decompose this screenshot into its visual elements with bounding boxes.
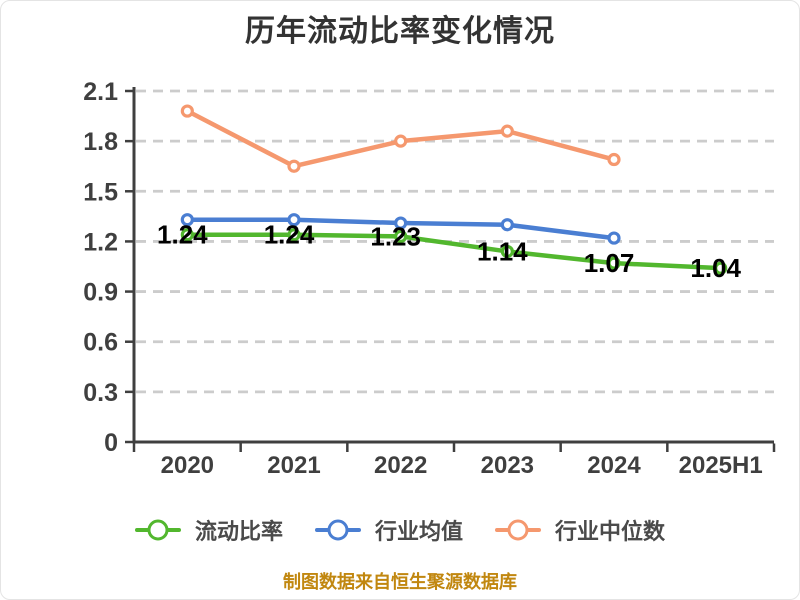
data-point-marker [500, 124, 514, 138]
legend-item-2[interactable]: 行业均值 [314, 514, 463, 546]
legend-item-1[interactable]: 流动比率 [134, 514, 283, 546]
data-point-marker [394, 229, 408, 244]
x-axis-tick-label: 2020 [161, 452, 214, 479]
data-point-marker [394, 134, 408, 148]
y-axis-tick-label: 0.9 [83, 279, 118, 307]
data-point-marker [500, 218, 514, 232]
legend-marker-icon [314, 519, 361, 541]
legend-marker-icon [495, 519, 541, 541]
legend-item-label: 行业均值 [374, 519, 463, 544]
legend-item-label: 行业中位数 [555, 519, 666, 544]
legend: 流动比率 行业均值 行业中位数 [1, 514, 799, 546]
data-point-marker [287, 159, 301, 173]
data-label: 1.24 [157, 220, 208, 250]
y-axis-tick-label: 1.8 [83, 128, 118, 156]
legend-marker-icon [134, 519, 181, 541]
data-point-marker [394, 216, 408, 230]
data-label: 1.23 [370, 221, 421, 251]
chart-title: 历年流动比率变化情况 [245, 15, 555, 48]
data-point-marker [607, 256, 621, 270]
x-axis-tick-label: 2022 [374, 452, 427, 479]
x-axis-tick-label: 2021 [267, 452, 320, 479]
x-axis-tick-label: 2024 [587, 452, 641, 479]
y-axis-tick-label: 0 [104, 429, 118, 457]
y-axis-tick-label: 0.6 [83, 329, 118, 357]
data-point-marker [180, 213, 194, 227]
y-axis-tick-label: 2.1 [83, 78, 118, 106]
plot-area: 0 0.3 0.6 0.9 1.2 1.5 1.8 2.1 2020 2021 2022 2023 20… [83, 78, 776, 479]
data-point-marker [287, 213, 301, 227]
legend-item-label: 流动比率 [194, 519, 283, 544]
y-axis-tick-label: 1.5 [83, 178, 118, 206]
x-axis-tick-label: 2025H1 [679, 452, 763, 479]
data-point-marker [607, 231, 621, 245]
series-line-流动比率 [185, 232, 723, 271]
legend-item-3[interactable]: 行业中位数 [495, 514, 665, 546]
legend-dot-icon [507, 519, 529, 541]
legend-dot-icon [147, 519, 169, 541]
data-point-marker [500, 244, 514, 259]
y-axis-tick-label: 0.3 [83, 379, 118, 407]
data-label: 1.07 [584, 248, 635, 278]
data-point-marker [180, 228, 194, 242]
x-axis-tick-label: 2023 [481, 452, 534, 479]
legend-dot-icon [327, 519, 349, 541]
data-label: 1.04 [690, 253, 741, 283]
y-axis-tick-label: 1.2 [83, 228, 118, 256]
data-label: 1.24 [264, 220, 315, 250]
data-point-marker [180, 104, 194, 118]
data-source-note: 制图数据来自恒生聚源数据库 [283, 572, 517, 592]
data-point-marker [714, 261, 728, 275]
data-point-marker [607, 152, 621, 167]
data-label: 1.14 [477, 236, 528, 266]
data-point-marker [287, 228, 301, 242]
